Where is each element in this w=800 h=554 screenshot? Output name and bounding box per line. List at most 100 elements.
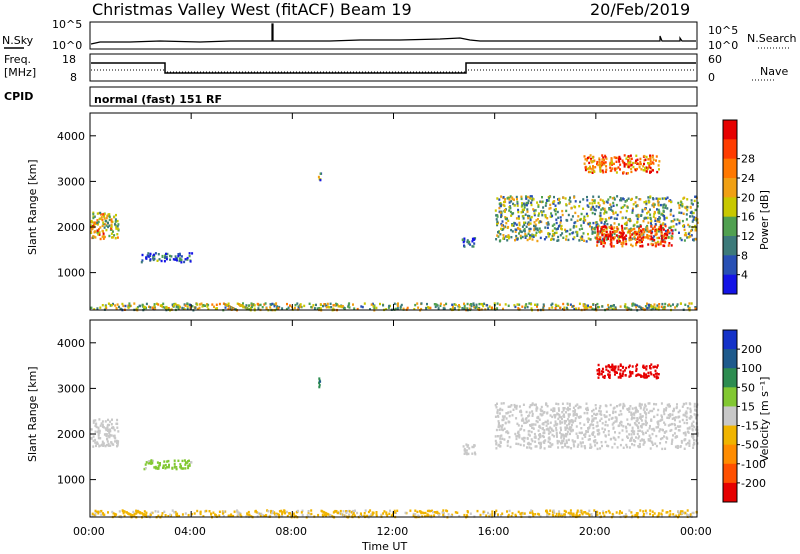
power-cell (506, 235, 509, 238)
power-cell (632, 203, 635, 206)
power-cell (545, 199, 548, 202)
velocity-cell (591, 420, 593, 423)
cpid-label: CPID (4, 90, 33, 103)
power-cell (578, 302, 581, 305)
power-cell (624, 200, 627, 203)
velocity-cell (561, 514, 564, 518)
velocity-cell (519, 410, 521, 413)
velocity-cell (641, 423, 644, 426)
velocity-cell (548, 438, 551, 441)
velocity-cell (107, 429, 109, 432)
velocity-cell (179, 465, 182, 469)
velocity-cell (645, 512, 648, 515)
velocity-cell (389, 509, 391, 512)
velocity-cell (658, 430, 661, 433)
power-cell (538, 212, 540, 215)
velocity-cell (498, 412, 501, 415)
power-cell (163, 260, 166, 263)
power-cell (449, 308, 452, 311)
velocity-cell (436, 510, 439, 514)
power-cell (576, 219, 579, 222)
velocity-cell (422, 511, 425, 515)
power-cell (242, 306, 245, 309)
velocity-cell (533, 436, 536, 439)
velocity-cell (617, 436, 620, 439)
velocity-cell (682, 413, 685, 417)
velocity-cell (692, 446, 695, 449)
velocity-cell (572, 514, 575, 517)
power-cell (655, 307, 658, 310)
velocity-cell (369, 509, 372, 512)
power-cell (313, 307, 316, 310)
power-cell (640, 229, 643, 233)
velocity-cell (561, 446, 564, 449)
velocity-cell (500, 425, 503, 429)
velocity-cell (515, 407, 518, 410)
velocity-cell (560, 513, 563, 516)
velocity-cell (594, 417, 597, 420)
power-cell (656, 200, 659, 203)
power-cell (149, 252, 152, 256)
velocity-cell (204, 510, 207, 513)
velocity-cell (569, 512, 572, 515)
velocity-cell (539, 408, 542, 411)
velocity-cell (506, 444, 509, 447)
power-cell (640, 231, 643, 234)
velocity-cell (631, 443, 633, 446)
velocity-cell (593, 509, 596, 512)
power-cell (180, 258, 183, 261)
power-cell (141, 259, 144, 262)
velocity-cell (616, 405, 618, 408)
power-cell (672, 303, 674, 306)
power-cell (611, 308, 614, 311)
velocity-cell (179, 463, 182, 466)
power-cell (638, 225, 641, 228)
colorbar-tick-label: 200 (741, 343, 762, 356)
power-cell (619, 168, 621, 171)
velocity-cell (111, 426, 113, 430)
velocity-cell (393, 509, 396, 513)
velocity-cell (173, 459, 176, 462)
power-cell (250, 304, 253, 307)
power-cell (646, 306, 649, 310)
power-cell (632, 303, 635, 306)
velocity-cell (626, 435, 628, 438)
velocity-cell (534, 513, 537, 516)
power-ylabel: Slant Range [km] (26, 159, 39, 255)
power-cell (640, 168, 643, 171)
velocity-cell (598, 432, 601, 435)
power-cell (623, 165, 626, 168)
power-cell (189, 260, 192, 263)
power-cell (500, 215, 502, 219)
velocity-cell (114, 437, 117, 440)
velocity-cell (559, 420, 562, 423)
velocity-cell (587, 408, 589, 412)
power-cell (484, 308, 487, 311)
power-cell (607, 198, 610, 201)
power-cell (534, 234, 537, 237)
power-cell (499, 211, 502, 214)
power-cell (633, 231, 636, 234)
power-cell (517, 210, 520, 214)
power-cell (646, 224, 649, 228)
power-cell (667, 230, 670, 233)
velocity-cell (181, 513, 184, 516)
velocity-cell (576, 445, 579, 448)
velocity-cell (385, 512, 388, 516)
power-cell (97, 220, 100, 224)
velocity-cell (573, 410, 576, 414)
velocity-cell (579, 415, 582, 419)
velocity-cell (644, 509, 647, 512)
velocity-cell (557, 515, 560, 518)
power-cell (583, 162, 586, 165)
velocity-cell (501, 424, 504, 427)
velocity-cell (627, 408, 629, 411)
power-cell (565, 238, 567, 241)
velocity-cell (634, 423, 637, 426)
power-cell (504, 210, 506, 213)
power-cell (516, 238, 519, 241)
velocity-cell (523, 437, 526, 440)
power-cell (526, 238, 529, 242)
power-cell (102, 221, 105, 224)
power-cell (211, 303, 214, 306)
